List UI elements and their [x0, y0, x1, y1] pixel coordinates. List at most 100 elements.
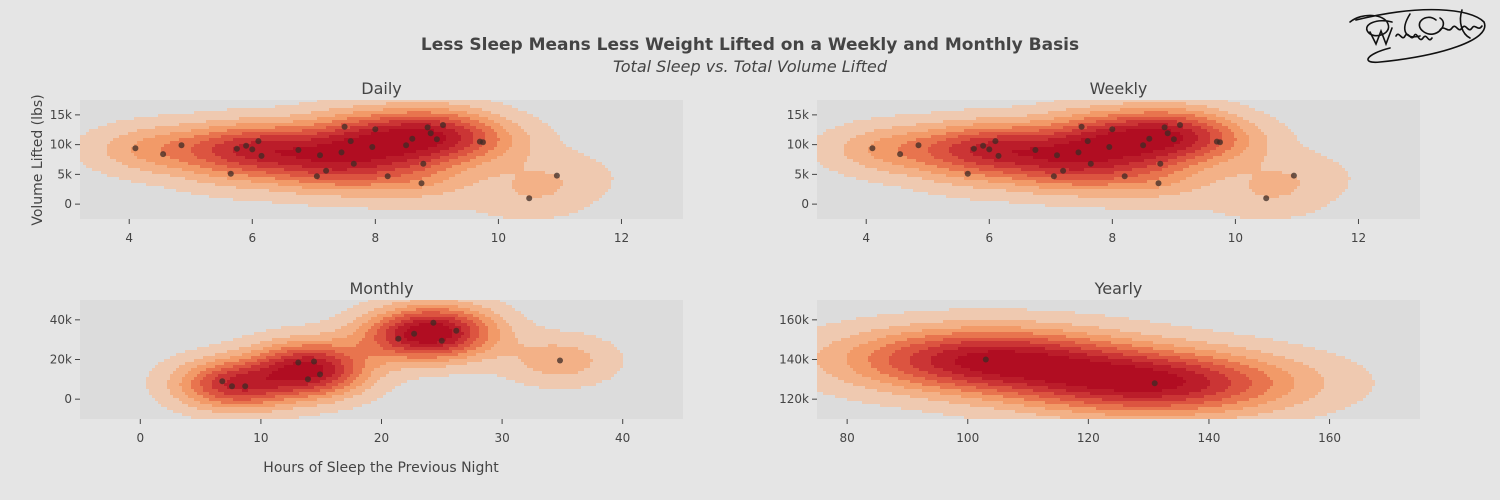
panel-daily: Daily 4 6 8 10 12 0 5k 10k 15k	[50, 79, 683, 245]
density-contours-daily	[80, 100, 614, 219]
y-tick-label-yearly: 160k	[779, 313, 809, 327]
data-point-monthly[interactable]	[304, 376, 311, 383]
x-tick-label-weekly: 8	[1109, 231, 1117, 245]
data-point-daily[interactable]	[227, 170, 234, 177]
data-point-monthly[interactable]	[229, 383, 235, 390]
data-point-weekly[interactable]	[970, 145, 977, 152]
data-point-monthly[interactable]	[395, 335, 402, 342]
panel-title-yearly: Yearly	[1094, 279, 1143, 298]
x-tick-label-yearly: 160	[1318, 431, 1341, 445]
data-point-daily[interactable]	[132, 145, 139, 152]
data-point-weekly[interactable]	[1177, 122, 1183, 128]
data-point-weekly[interactable]	[1217, 139, 1223, 146]
data-point-daily[interactable]	[178, 142, 185, 149]
data-point-daily[interactable]	[347, 138, 354, 145]
data-point-weekly[interactable]	[1050, 173, 1057, 180]
data-point-weekly[interactable]	[1140, 142, 1147, 149]
data-point-daily[interactable]	[418, 180, 425, 187]
data-point-weekly[interactable]	[1087, 160, 1094, 167]
chart-title: Less Sleep Means Less Weight Lifted on a…	[421, 35, 1079, 55]
data-point-daily[interactable]	[323, 167, 330, 174]
data-point-daily[interactable]	[403, 142, 410, 149]
data-point-monthly[interactable]	[430, 319, 437, 326]
data-point-weekly[interactable]	[1155, 180, 1162, 187]
signature-logo	[1349, 8, 1486, 64]
data-point-daily[interactable]	[249, 146, 256, 153]
data-point-daily[interactable]	[553, 172, 560, 179]
x-tick-label-monthly: 40	[615, 431, 630, 445]
data-point-daily[interactable]	[160, 151, 167, 158]
y-tick-label-monthly: 40k	[50, 313, 72, 327]
data-point-daily[interactable]	[243, 142, 250, 149]
data-point-weekly[interactable]	[980, 142, 987, 149]
panel-yearly: Yearly 80 100 120 140 160 120k 140k 160k	[779, 279, 1420, 445]
data-point-monthly[interactable]	[219, 378, 226, 385]
data-point-weekly[interactable]	[915, 142, 922, 149]
data-point-weekly[interactable]	[1054, 152, 1060, 159]
data-point-yearly[interactable]	[982, 356, 989, 363]
data-point-daily[interactable]	[420, 160, 427, 167]
data-point-daily[interactable]	[233, 145, 240, 152]
data-point-monthly[interactable]	[438, 337, 445, 344]
data-point-daily[interactable]	[424, 124, 431, 131]
data-point-daily[interactable]	[369, 144, 376, 150]
data-point-daily[interactable]	[409, 135, 416, 142]
data-point-weekly[interactable]	[1290, 172, 1297, 179]
data-point-monthly[interactable]	[242, 383, 249, 390]
y-tick-label-daily: 15k	[50, 108, 72, 122]
data-point-daily[interactable]	[433, 136, 440, 143]
contour-band-yearly-8	[955, 350, 1186, 392]
data-point-weekly[interactable]	[1161, 124, 1168, 131]
data-point-weekly[interactable]	[986, 146, 993, 153]
data-point-monthly[interactable]	[453, 327, 460, 334]
data-point-daily[interactable]	[440, 122, 446, 128]
data-point-weekly[interactable]	[1078, 123, 1085, 130]
data-point-daily[interactable]	[295, 147, 302, 153]
y-tick-label-weekly: 15k	[787, 108, 809, 122]
data-point-daily[interactable]	[372, 126, 379, 133]
data-point-daily[interactable]	[317, 152, 323, 159]
data-point-weekly[interactable]	[995, 152, 1002, 159]
y-tick-label-yearly: 140k	[779, 353, 809, 367]
panel-weekly: Weekly 4 6 8 10 12 0 5k 10k 15k	[787, 79, 1420, 245]
data-point-weekly[interactable]	[1060, 167, 1067, 174]
data-point-weekly[interactable]	[1075, 149, 1082, 156]
data-point-monthly[interactable]	[411, 330, 418, 337]
data-point-daily[interactable]	[341, 123, 348, 130]
data-point-daily[interactable]	[427, 130, 434, 137]
data-point-weekly[interactable]	[964, 170, 971, 177]
data-point-yearly[interactable]	[1151, 380, 1158, 387]
x-tick-label-daily: 6	[248, 231, 256, 245]
data-point-weekly[interactable]	[1084, 138, 1091, 145]
data-point-weekly[interactable]	[1263, 195, 1270, 202]
data-point-weekly[interactable]	[1157, 160, 1164, 167]
density-contours-yearly	[817, 308, 1375, 419]
x-tick-label-weekly: 4	[862, 231, 870, 245]
data-point-monthly[interactable]	[311, 358, 317, 365]
data-point-weekly[interactable]	[897, 151, 904, 158]
data-point-weekly[interactable]	[1146, 135, 1153, 142]
data-point-monthly[interactable]	[295, 359, 302, 366]
x-tick-label-daily: 4	[125, 231, 133, 245]
data-point-monthly[interactable]	[317, 371, 323, 378]
data-point-daily[interactable]	[338, 149, 345, 156]
data-point-weekly[interactable]	[1109, 126, 1116, 133]
data-point-weekly[interactable]	[1032, 147, 1039, 153]
data-point-daily[interactable]	[526, 195, 533, 202]
y-tick-label-daily: 0	[64, 197, 72, 211]
data-point-weekly[interactable]	[992, 138, 999, 145]
data-point-weekly[interactable]	[1170, 136, 1177, 143]
data-point-monthly[interactable]	[557, 357, 563, 364]
chart-subtitle: Total Sleep vs. Total Volume Lifted	[613, 57, 888, 76]
x-tick-label-yearly: 140	[1197, 431, 1220, 445]
data-point-daily[interactable]	[384, 173, 391, 180]
data-point-daily[interactable]	[350, 160, 357, 167]
data-point-daily[interactable]	[258, 152, 265, 159]
data-point-daily[interactable]	[255, 138, 262, 145]
data-point-weekly[interactable]	[1164, 130, 1171, 137]
data-point-weekly[interactable]	[869, 145, 876, 152]
data-point-weekly[interactable]	[1106, 144, 1113, 150]
data-point-daily[interactable]	[313, 173, 320, 180]
data-point-weekly[interactable]	[1121, 173, 1128, 180]
data-point-daily[interactable]	[480, 139, 486, 146]
